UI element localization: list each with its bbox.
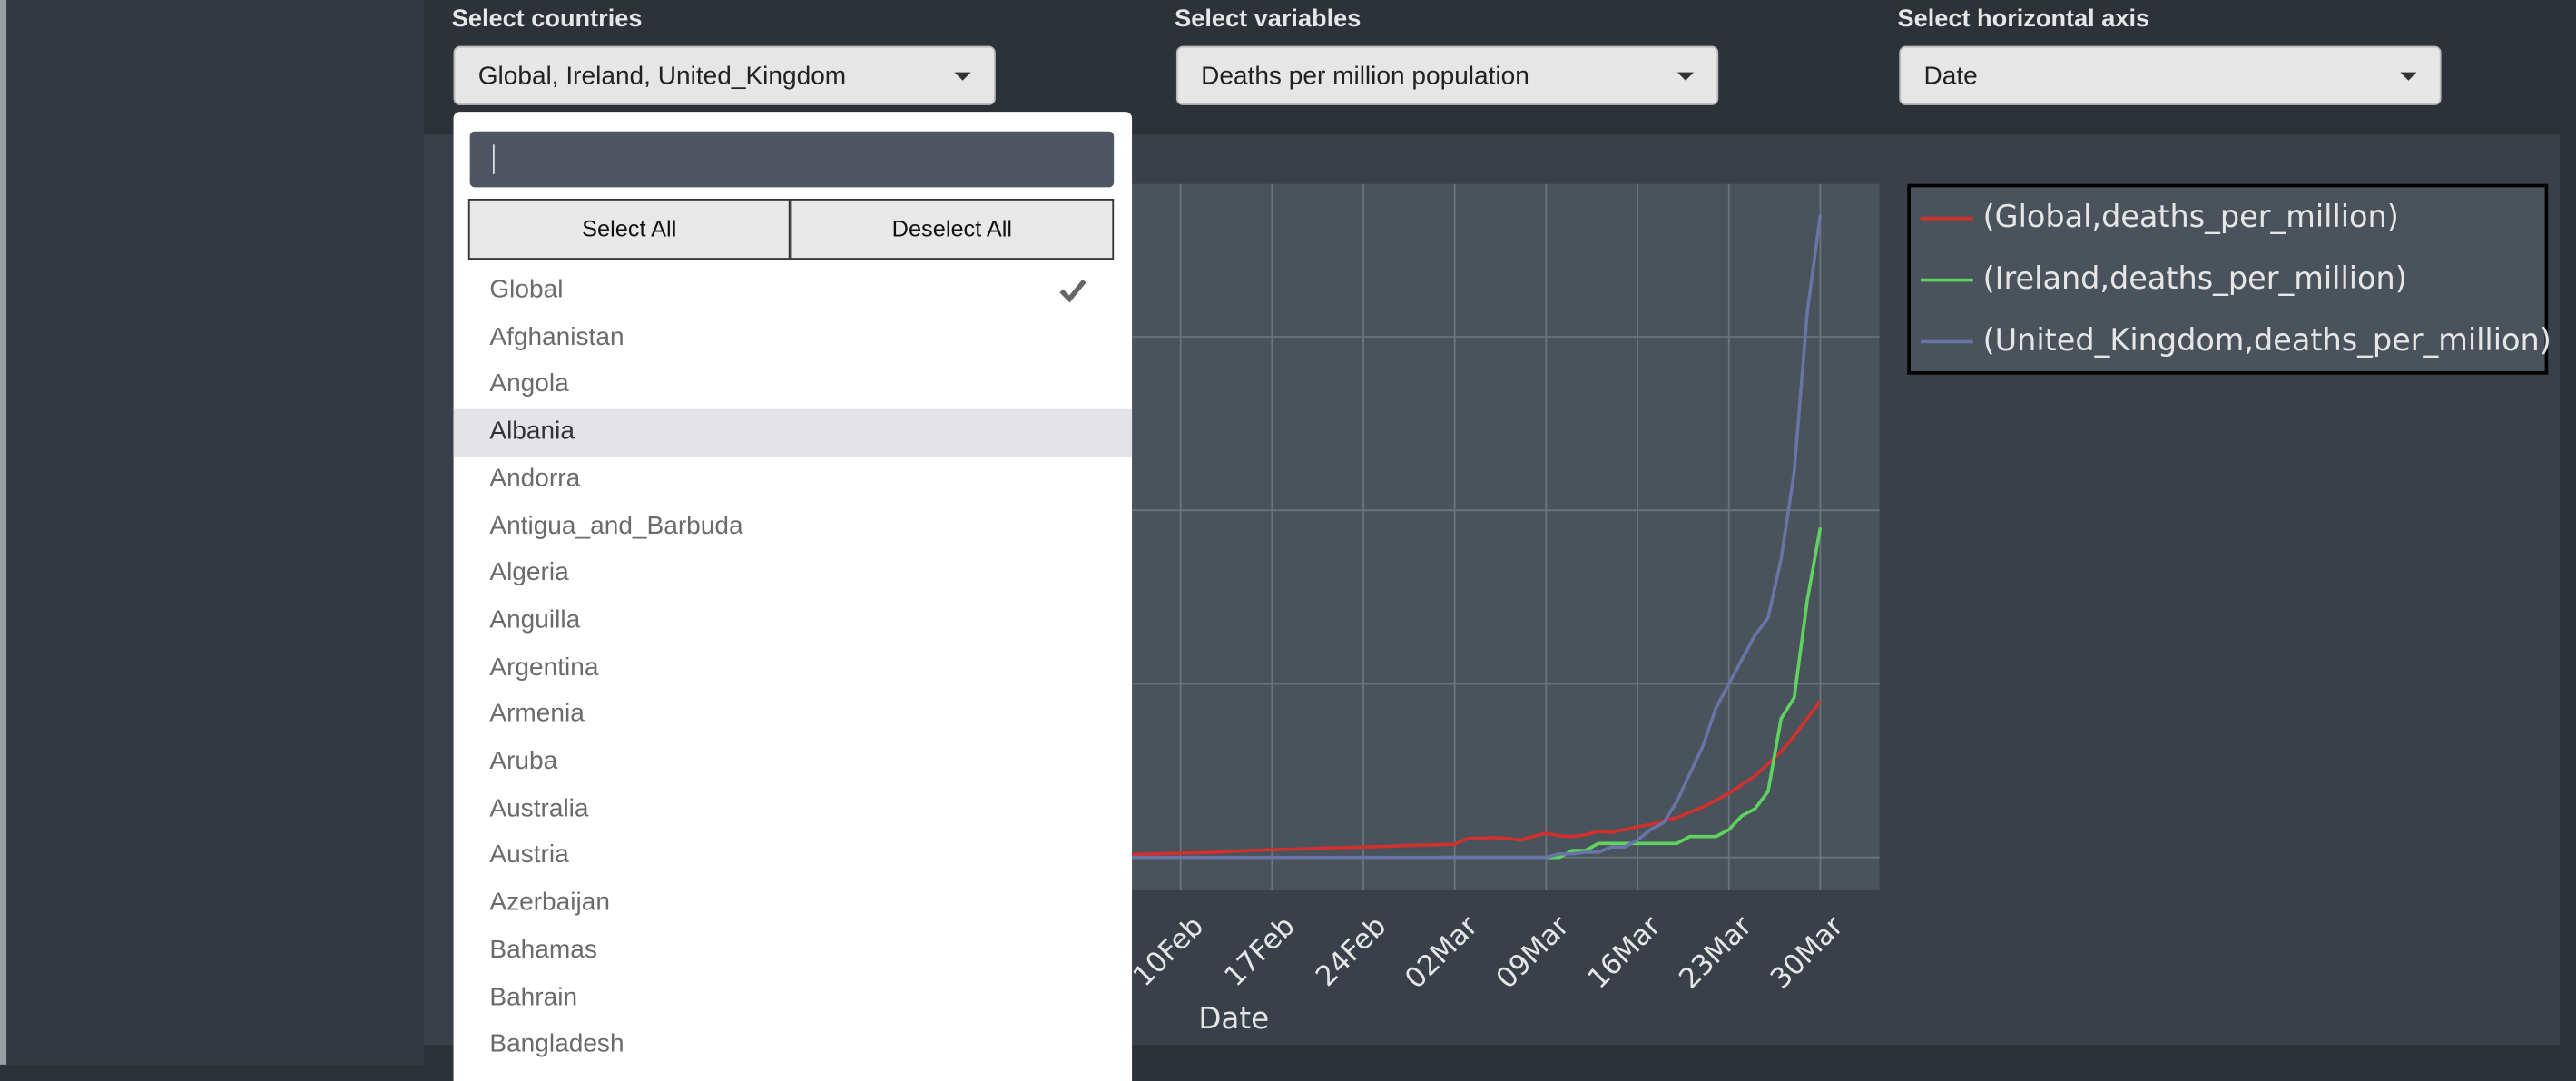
checkmark [1059, 279, 1086, 303]
select-value: Deaths per million population [1201, 62, 1529, 91]
caret [2400, 72, 2417, 81]
dropdown-option[interactable]: Afghanistan [489, 322, 624, 351]
dropdown-option[interactable]: Bahamas [489, 936, 597, 965]
caret [1676, 72, 1695, 81]
sidebar [6, 0, 424, 1065]
x-tick-label: 17Feb [1218, 909, 1302, 993]
x-tick-label: 10Feb [1126, 909, 1210, 993]
filter-label: Select countries [451, 5, 643, 34]
dropdown-option[interactable]: Azerbaijan [489, 889, 610, 918]
x-tick-label: 02Mar [1399, 909, 1484, 995]
x-tick-label: 24Feb [1310, 909, 1393, 993]
dropdown-option[interactable]: Albania [453, 408, 1133, 457]
x-tick-label: 09Mar [1490, 909, 1576, 995]
legend [1907, 183, 2549, 375]
country-select[interactable]: Global, Ireland, United_Kingdom [453, 45, 996, 105]
x-tick-label: 23Mar [1673, 909, 1758, 995]
series-line [1088, 700, 1822, 858]
dropdown-option[interactable]: Global [489, 276, 564, 304]
window-edge [0, 0, 7, 1065]
filter-label: Select variables [1175, 5, 1362, 34]
dropdown-option[interactable]: Bangladesh [489, 1030, 624, 1058]
x-tick-label: 30Mar [1765, 909, 1850, 995]
x-axis-label: Date [1198, 1001, 1269, 1036]
select-all-button[interactable]: Select All [467, 199, 791, 260]
dropdown-option[interactable]: Australia [489, 794, 589, 823]
dropdown-option[interactable]: Algeria [489, 558, 569, 587]
dropdown-option[interactable]: Bahrain [489, 983, 578, 1012]
deselect-all-button[interactable]: Deselect All [790, 199, 1115, 260]
legend-label: (Ireland,deaths_per_million) [1983, 260, 2407, 296]
dropdown-option[interactable]: Angola [489, 369, 569, 398]
legend-label: (United_Kingdom,deaths_per_million) [1983, 322, 2551, 358]
caret [954, 72, 971, 81]
select-value: Date [1923, 62, 1978, 91]
search-input[interactable] [469, 131, 1115, 188]
x-tick-label: 16Mar [1581, 909, 1667, 995]
series-line [1088, 214, 1823, 860]
dropdown-option[interactable]: Anguilla [489, 605, 581, 634]
dropdown-option[interactable]: Argentina [489, 653, 599, 682]
select-value: Global, Ireland, United_Kingdom [477, 62, 847, 91]
dropdown-option[interactable]: Armenia [489, 700, 585, 729]
dropdown-option[interactable]: Austria [489, 841, 569, 870]
country-dropdown: Select All Deselect All Global Afghanista… [453, 112, 1133, 1081]
filter-label: Select horizontal axis [1897, 5, 2150, 34]
cursor [492, 144, 495, 174]
variable-select[interactable]: Deaths per million population [1175, 45, 1719, 105]
dropdown-option[interactable]: Andorra [489, 464, 581, 493]
legend-label: (Global,deaths_per_million) [1983, 199, 2399, 234]
axis-select[interactable]: Date [1899, 45, 2442, 105]
dropdown-option[interactable]: Antigua_and_Barbuda [489, 511, 743, 540]
dropdown-option[interactable]: Aruba [489, 747, 558, 776]
